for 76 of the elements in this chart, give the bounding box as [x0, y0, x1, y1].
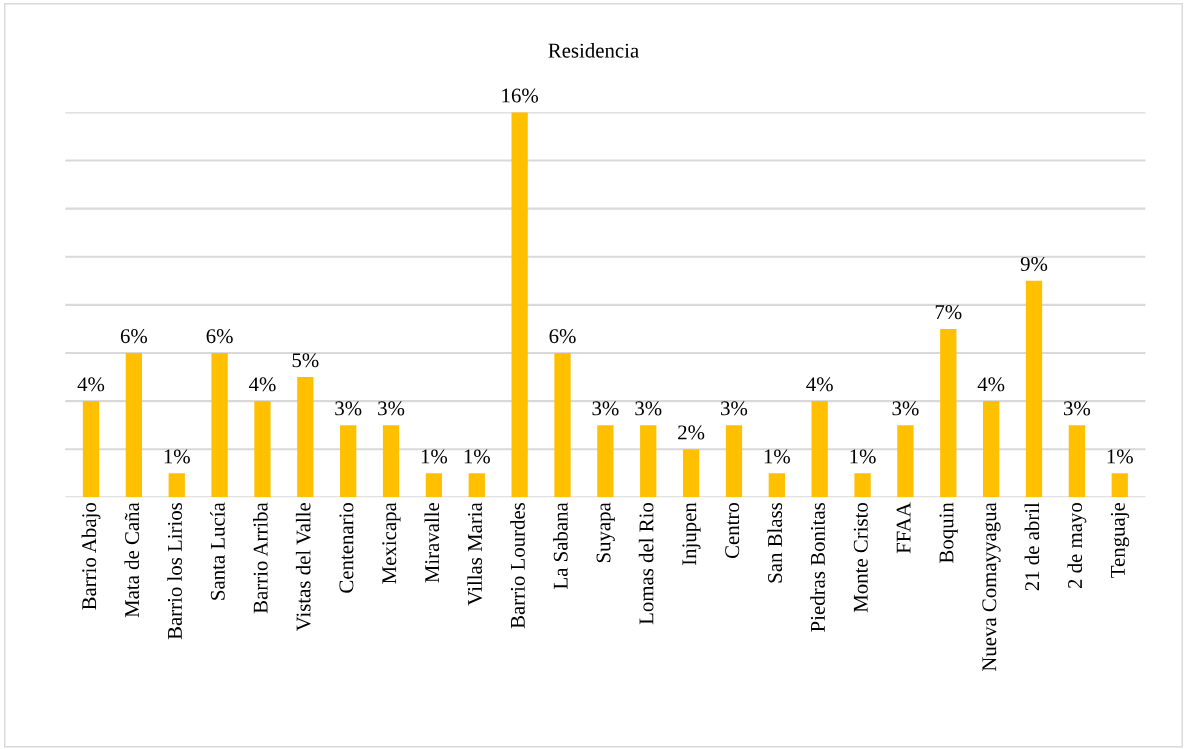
data-label: 1%	[764, 449, 790, 464]
data-label: 4%	[77, 377, 105, 392]
x-tick-label: Vistas del Valle	[295, 502, 311, 632]
bar	[1111, 473, 1128, 498]
x-tick-label: Centenario	[339, 502, 354, 593]
bar	[168, 473, 185, 498]
x-tick-label: Centro	[725, 502, 740, 559]
bar	[425, 473, 443, 498]
data-label: 3%	[892, 401, 919, 416]
data-label: 3%	[335, 401, 362, 416]
x-tick-label: Nueva Comayyagua	[982, 502, 1001, 672]
data-label: 2%	[678, 425, 705, 440]
bar	[468, 473, 485, 498]
data-label: 1%	[464, 449, 490, 464]
x-tick-label: Boquin	[939, 502, 958, 563]
bar	[1068, 425, 1086, 498]
x-tick-label: San Blass	[767, 502, 783, 583]
x-tick-label: Piedras Bonitas	[810, 502, 825, 632]
data-label: 1%	[850, 449, 876, 464]
data-label: 4%	[977, 377, 1005, 392]
data-label: 6%	[206, 329, 233, 344]
bar	[811, 401, 828, 498]
data-label: 1%	[1107, 449, 1133, 464]
bar	[511, 112, 528, 498]
data-label: 6%	[549, 329, 576, 344]
x-tick-label: Mata de Caña	[124, 502, 140, 618]
bar	[597, 425, 614, 498]
data-label: 5%	[292, 353, 319, 368]
bar	[382, 425, 400, 498]
bar	[854, 473, 871, 498]
data-label: 1%	[164, 449, 190, 464]
data-label: 1%	[421, 449, 448, 464]
bar	[254, 401, 271, 498]
bar	[211, 352, 228, 498]
data-label: 3%	[1063, 401, 1091, 416]
bar	[640, 425, 657, 498]
bar	[682, 449, 700, 498]
data-label: 3%	[592, 401, 619, 416]
data-label: 6%	[120, 329, 148, 344]
x-tick-label: La Sabana	[553, 502, 568, 589]
bar	[297, 377, 314, 498]
data-label: 3%	[378, 401, 405, 416]
data-label: 16%	[502, 88, 539, 103]
bar	[1025, 280, 1043, 498]
x-tick-label: Villas Maria	[467, 502, 483, 606]
x-tick-label: Lomas del Rio	[638, 502, 654, 625]
x-tick-label: 21 de abril	[1024, 502, 1040, 591]
chart-title: Residencia	[548, 42, 639, 58]
x-tick-label: FFAA	[896, 502, 911, 554]
bar	[940, 328, 957, 498]
bar	[768, 473, 785, 498]
data-label: 3%	[635, 401, 662, 416]
x-tick-label: Miravalle	[424, 502, 440, 583]
bar	[340, 425, 357, 498]
x-tick-label: 2 de mayo	[1067, 502, 1087, 589]
x-tick-label: Barrio Arriba	[253, 502, 268, 614]
x-tick-label: Tenguaje	[1110, 502, 1130, 578]
bar	[897, 425, 914, 498]
data-label: 7%	[935, 305, 962, 320]
x-tick-label: Santa Lucía	[210, 502, 225, 600]
data-label: 3%	[721, 401, 748, 416]
bar	[725, 425, 743, 498]
x-tick-label: Barrio Lourdes	[510, 502, 525, 629]
data-label: 4%	[806, 377, 833, 392]
bar	[82, 401, 100, 498]
x-tick-label: Injupen	[682, 502, 701, 566]
x-tick-label: Suyapa	[596, 502, 615, 563]
bar	[983, 401, 1000, 498]
x-tick-label: Monte Cristo	[853, 502, 868, 613]
x-tick-label: Barrio los Lirios	[167, 502, 182, 640]
data-label: 9%	[1020, 256, 1048, 272]
x-tick-label: Barrio Abajo	[81, 502, 101, 610]
x-tick-label: Mexicapa	[382, 502, 401, 584]
bar	[554, 352, 571, 498]
bar	[125, 352, 143, 498]
data-label: 4%	[248, 377, 276, 392]
